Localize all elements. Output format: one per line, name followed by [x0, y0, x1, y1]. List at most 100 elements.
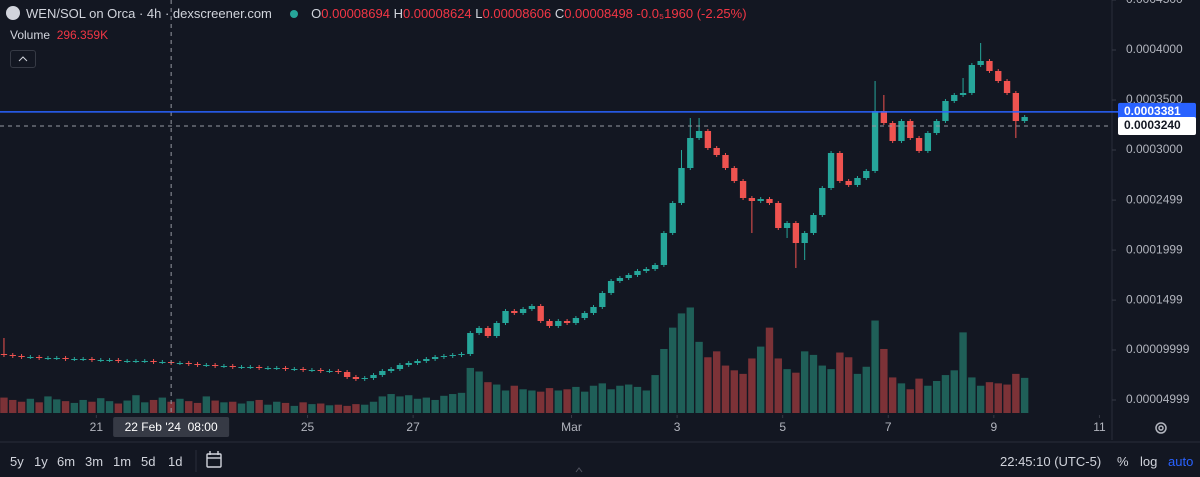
- volume-bar: [739, 373, 747, 413]
- candle-body: [132, 361, 140, 362]
- volume-bar: [405, 395, 413, 413]
- candle-body: [616, 278, 624, 281]
- range-button[interactable]: 1y: [34, 454, 48, 469]
- volume-bar: [167, 401, 175, 413]
- volume-bar: [624, 384, 633, 413]
- candle-body: [1003, 81, 1011, 93]
- candle-body: [766, 199, 773, 203]
- candle-body: [431, 357, 439, 359]
- volume-bar: [897, 383, 906, 413]
- volume-bar: [158, 397, 167, 413]
- volume-bar: [545, 388, 554, 413]
- status-dot: [289, 10, 298, 18]
- candle-body: [493, 323, 500, 336]
- volume-bar: [800, 351, 809, 413]
- candle-body: [704, 131, 712, 148]
- range-button[interactable]: 5d: [141, 454, 156, 469]
- volume-bar: [1012, 373, 1020, 413]
- volume-bar: [17, 401, 26, 413]
- volume-bar: [660, 348, 668, 413]
- candle-body: [590, 307, 597, 313]
- volume-bar: [906, 389, 914, 413]
- volume-bar: [237, 403, 246, 413]
- candle-body: [1021, 117, 1028, 121]
- candle-body: [203, 365, 210, 366]
- volume-bar: [378, 396, 387, 413]
- volume-bar: [836, 352, 844, 413]
- volume-bar: [695, 341, 703, 413]
- crosshair-x-label: 22 Feb '24 08:00: [125, 420, 218, 434]
- volume-title: Volume: [10, 28, 51, 42]
- volume-bar: [976, 385, 985, 413]
- candle-body: [335, 371, 342, 372]
- volume-value: 296.359K: [56, 28, 109, 42]
- volume-bar: [70, 402, 79, 413]
- candle-body: [123, 361, 131, 362]
- auto-toggle[interactable]: auto: [1168, 454, 1194, 469]
- range-button[interactable]: 3m: [85, 454, 104, 469]
- candle-body: [986, 61, 993, 71]
- volume-bar: [413, 398, 422, 413]
- x-tick-label: 3: [674, 420, 681, 434]
- crosshair-y-label: 0.0003240: [1124, 118, 1181, 132]
- x-tick-label: 7: [885, 420, 892, 434]
- volume-bar: [844, 357, 853, 413]
- ohlc-key: L: [475, 6, 483, 21]
- candle-body: [739, 181, 747, 198]
- range-button[interactable]: 1m: [113, 454, 132, 469]
- candle-body: [810, 215, 817, 233]
- volume-bar: [484, 382, 492, 413]
- ohlc-key: H: [393, 6, 403, 21]
- volume-bar: [343, 405, 351, 413]
- volume-bar: [932, 380, 941, 413]
- y-tick-label: 0.0004000: [1126, 42, 1183, 56]
- candle-body: [282, 368, 289, 369]
- range-button[interactable]: 6m: [57, 454, 76, 469]
- volume-bar: [959, 332, 967, 413]
- volume-bar: [853, 373, 862, 413]
- change: -0.0₅1960 (-2.25%): [636, 6, 747, 21]
- plot-area: [0, 43, 1029, 413]
- candle-body: [572, 318, 580, 323]
- volume-bar: [1020, 377, 1029, 413]
- candle-body: [484, 328, 492, 336]
- scroll-handle[interactable]: [575, 467, 583, 473]
- candle-body: [722, 155, 729, 168]
- candle-body: [317, 370, 324, 371]
- range-button[interactable]: 1d: [168, 454, 183, 469]
- candle-body: [387, 369, 395, 371]
- collapse-button[interactable]: [10, 50, 36, 68]
- candle-body: [713, 148, 720, 155]
- volume-bar: [563, 389, 571, 413]
- calendar-icon[interactable]: [206, 451, 222, 468]
- volume-bar: [255, 399, 263, 413]
- percent-toggle[interactable]: %: [1117, 454, 1129, 469]
- candle-body: [62, 358, 69, 359]
- candle-body: [880, 111, 888, 123]
- settings-icon[interactable]: [1155, 422, 1167, 434]
- candle-body: [185, 363, 192, 364]
- x-tick-label: 21: [90, 420, 104, 434]
- candle-body: [528, 306, 536, 309]
- x-tick-label: 27: [406, 420, 420, 434]
- volume-bar: [651, 375, 659, 413]
- volume-bar: [756, 346, 765, 413]
- y-tick-label: 0.00009999: [1126, 342, 1190, 356]
- candle-body: [343, 372, 351, 377]
- volume-bar: [748, 358, 756, 413]
- range-button[interactable]: 5y: [10, 454, 24, 469]
- volume-bar: [554, 390, 562, 413]
- volume-bar: [466, 367, 475, 413]
- volume-bar: [792, 372, 800, 413]
- volume-legend: Volume 296.359K: [10, 28, 108, 42]
- volume-bar: [97, 398, 105, 413]
- volume-bar: [361, 404, 369, 413]
- log-toggle[interactable]: log: [1140, 454, 1158, 469]
- candle-body: [247, 367, 254, 368]
- volume-bar: [783, 369, 791, 413]
- y-tick-label: 0.00004999: [1126, 392, 1190, 406]
- x-tick-label: 9: [991, 420, 998, 434]
- candle-body: [405, 363, 412, 365]
- volume-bar: [668, 327, 677, 413]
- candle-body: [660, 233, 668, 265]
